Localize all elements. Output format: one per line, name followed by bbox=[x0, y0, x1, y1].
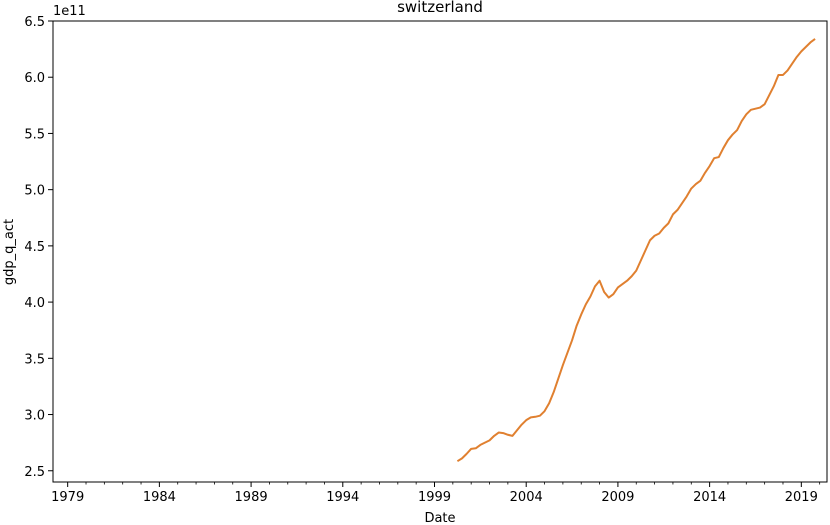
x-tick-label: 2009 bbox=[601, 490, 634, 505]
series-line-0 bbox=[456, 38, 816, 463]
x-tick-label: 1989 bbox=[235, 490, 268, 505]
y-tick-label: 3.5 bbox=[24, 352, 45, 367]
y-tick-label: 4.5 bbox=[24, 240, 45, 255]
x-tick-label: 2019 bbox=[785, 490, 818, 505]
y-tick-label: 6.5 bbox=[24, 15, 45, 30]
x-tick-label: 2004 bbox=[510, 490, 543, 505]
axes-frame bbox=[52, 20, 828, 483]
y-tick-label: 2.5 bbox=[24, 465, 45, 480]
plot-area: 1979 1984 1989 1994 1999 2004 2009 2014 2019 2.5 3… bbox=[24, 15, 828, 505]
y-tick-label: 6.0 bbox=[24, 71, 45, 86]
y-offset-label: 1e11 bbox=[53, 4, 86, 19]
chart-title: switzerland bbox=[397, 0, 483, 16]
y-tick-label: 4.0 bbox=[24, 296, 45, 311]
y-tick-label: 5.0 bbox=[24, 184, 45, 199]
x-tick-label: 1984 bbox=[143, 490, 176, 505]
x-tick-label: 1994 bbox=[326, 490, 359, 505]
y-axis-label: gdp_q_act bbox=[2, 219, 17, 285]
x-tick-label: 1979 bbox=[51, 490, 84, 505]
y-tick-label: 5.5 bbox=[24, 127, 45, 142]
x-tick-label: 1999 bbox=[418, 490, 451, 505]
y-tick-label: 3.0 bbox=[24, 409, 45, 424]
x-axis-label: Date bbox=[424, 511, 455, 525]
x-tick-label: 2014 bbox=[693, 490, 726, 505]
